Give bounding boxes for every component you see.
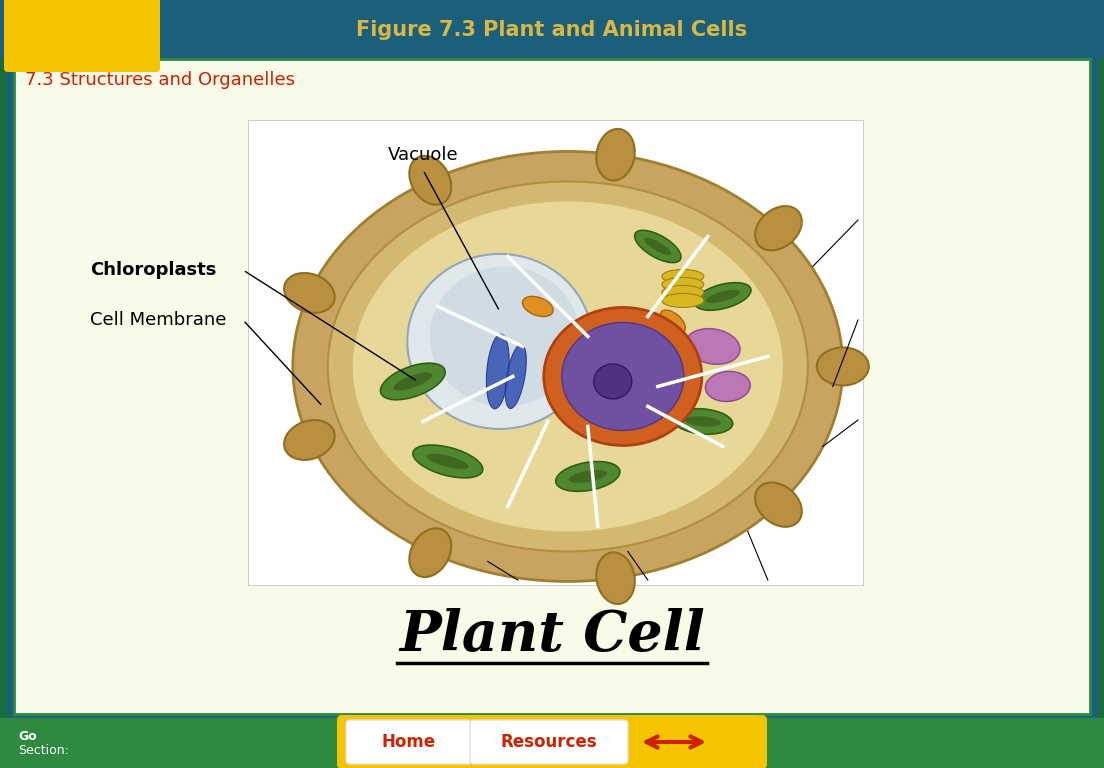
- Text: Chloroplasts: Chloroplasts: [91, 261, 216, 279]
- Ellipse shape: [555, 462, 620, 492]
- Ellipse shape: [381, 363, 445, 399]
- Ellipse shape: [705, 372, 751, 402]
- Ellipse shape: [293, 151, 842, 581]
- Text: Resources: Resources: [501, 733, 597, 751]
- Ellipse shape: [427, 454, 469, 469]
- Ellipse shape: [429, 266, 580, 406]
- Ellipse shape: [407, 254, 593, 429]
- FancyBboxPatch shape: [4, 0, 160, 72]
- Ellipse shape: [487, 334, 509, 409]
- Ellipse shape: [596, 552, 635, 604]
- Ellipse shape: [580, 418, 606, 435]
- Ellipse shape: [328, 181, 808, 551]
- Bar: [10, 55, 1094, 718]
- Ellipse shape: [410, 528, 452, 577]
- Bar: [0, 718, 1104, 768]
- Bar: [14, 59, 1090, 714]
- Bar: [0, 0, 1104, 58]
- Ellipse shape: [661, 270, 704, 283]
- Text: Vacuole: Vacuole: [388, 146, 458, 164]
- Ellipse shape: [569, 470, 607, 483]
- Ellipse shape: [661, 293, 704, 307]
- Ellipse shape: [544, 307, 702, 445]
- Ellipse shape: [755, 206, 802, 250]
- Ellipse shape: [353, 201, 783, 531]
- Text: Home: Home: [382, 733, 436, 751]
- Ellipse shape: [284, 273, 335, 313]
- Ellipse shape: [705, 290, 740, 303]
- Ellipse shape: [694, 283, 751, 310]
- Ellipse shape: [410, 156, 452, 205]
- Ellipse shape: [506, 344, 527, 409]
- Ellipse shape: [673, 409, 733, 434]
- FancyBboxPatch shape: [470, 720, 628, 764]
- Text: Plant Cell: Plant Cell: [399, 607, 705, 663]
- Ellipse shape: [684, 416, 721, 427]
- Ellipse shape: [660, 310, 686, 333]
- Ellipse shape: [284, 420, 335, 460]
- Text: Figure 7.3 Plant and Animal Cells: Figure 7.3 Plant and Animal Cells: [357, 20, 747, 40]
- Ellipse shape: [522, 296, 553, 316]
- Ellipse shape: [755, 482, 802, 527]
- Ellipse shape: [661, 277, 704, 291]
- Bar: [248, 120, 863, 585]
- Ellipse shape: [817, 347, 869, 386]
- Text: Section:: Section:: [18, 743, 68, 756]
- Ellipse shape: [686, 329, 740, 364]
- Ellipse shape: [393, 372, 432, 390]
- Ellipse shape: [562, 323, 683, 430]
- Text: Go: Go: [18, 730, 36, 743]
- Ellipse shape: [635, 230, 681, 263]
- Ellipse shape: [644, 238, 671, 255]
- FancyBboxPatch shape: [346, 720, 473, 764]
- FancyBboxPatch shape: [337, 715, 767, 768]
- Text: 7.3 Structures and Organelles: 7.3 Structures and Organelles: [25, 71, 295, 89]
- Ellipse shape: [594, 364, 631, 399]
- Bar: [10, 55, 1094, 718]
- Ellipse shape: [596, 129, 635, 180]
- Ellipse shape: [413, 445, 482, 478]
- Text: Cell Membrane: Cell Membrane: [91, 311, 226, 329]
- Ellipse shape: [661, 286, 704, 300]
